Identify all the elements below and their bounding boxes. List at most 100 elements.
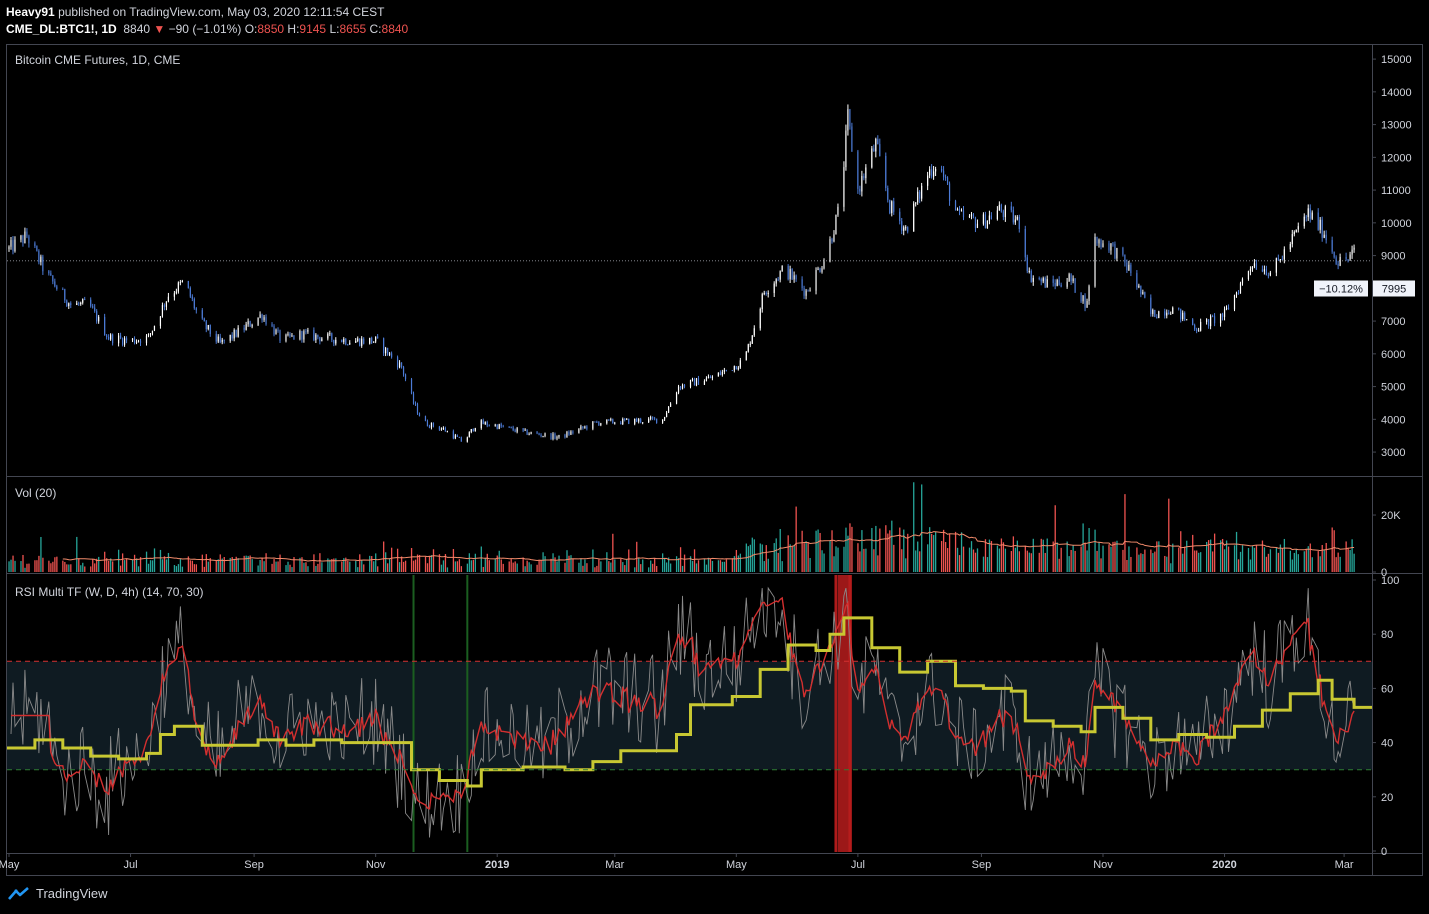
candle-body <box>1275 258 1277 273</box>
candle-body <box>444 427 446 432</box>
volume-bar <box>333 558 335 572</box>
candle-body <box>508 426 510 428</box>
candle-body <box>1335 257 1337 264</box>
volume-bar <box>1335 557 1337 572</box>
volume-bar <box>654 558 656 572</box>
candle-body <box>305 331 307 333</box>
volume-ma-line <box>62 531 1355 562</box>
volume-bar <box>1056 542 1058 572</box>
volume-bar <box>905 558 907 572</box>
volume-bar <box>954 531 957 572</box>
volume-bar <box>460 566 463 572</box>
candle-body <box>809 290 811 292</box>
candle-body <box>173 293 175 297</box>
candle-body <box>1164 311 1166 316</box>
volume-bar <box>737 555 740 572</box>
author-name[interactable]: Heavy91 <box>6 5 55 19</box>
candle-body <box>385 347 387 354</box>
candle-body <box>329 333 331 335</box>
candle-body <box>859 188 861 192</box>
volume-bar <box>303 562 305 572</box>
candle-body <box>480 420 482 429</box>
candle-body <box>1251 266 1254 269</box>
candle-body <box>917 191 919 203</box>
price-tick-label: 10000 <box>1381 218 1412 230</box>
volume-bar <box>215 560 217 572</box>
volume-bar <box>319 553 321 572</box>
volume-bar <box>763 561 765 572</box>
volume-bar <box>781 561 783 572</box>
volume-bar <box>66 564 68 572</box>
candle-body <box>628 418 630 424</box>
volume-bar <box>1018 551 1020 572</box>
candle-body <box>223 339 225 341</box>
volume-bar <box>480 546 482 572</box>
candle-body <box>446 431 448 433</box>
candle-body <box>410 379 413 394</box>
candle-body <box>327 333 329 339</box>
candle-body <box>1086 300 1088 308</box>
volume-bar <box>580 558 582 572</box>
volume-bar <box>731 558 734 572</box>
candle-body <box>482 420 484 425</box>
candle-body <box>1213 316 1216 324</box>
candle-body <box>1345 256 1347 260</box>
candle-body <box>745 351 747 361</box>
volume-bar <box>1289 550 1291 572</box>
candle-body <box>614 422 616 424</box>
volume-bar <box>167 552 170 572</box>
candle-body <box>205 321 207 330</box>
candle-body <box>1206 319 1208 322</box>
volume-bar <box>877 555 879 572</box>
candle-body <box>1122 247 1124 255</box>
volume-bar <box>498 550 500 572</box>
volume-bar <box>1247 548 1250 572</box>
volume-bar <box>307 566 309 572</box>
volume-bar <box>863 548 865 572</box>
price-pane <box>7 104 1372 443</box>
volume-bar <box>78 558 80 572</box>
volume-bar <box>512 562 514 572</box>
volume-bar <box>249 555 251 572</box>
time-tick-label: Nov <box>1093 859 1113 871</box>
price-tick-label: 11000 <box>1381 185 1411 197</box>
candle-body <box>1277 258 1279 260</box>
candle-body <box>48 271 50 274</box>
candle-body <box>845 130 847 168</box>
volume-bar <box>1086 550 1088 572</box>
volume-bar <box>165 559 168 572</box>
volume-bar <box>735 549 738 572</box>
candle-body <box>652 417 654 419</box>
volume-bar <box>1269 549 1272 572</box>
volume-bar <box>412 560 415 572</box>
volume-bar <box>859 551 861 572</box>
candle-body <box>458 436 460 438</box>
candle-body <box>98 316 100 322</box>
candle-body <box>432 422 435 427</box>
candle-body <box>542 436 544 438</box>
footer-brand[interactable]: TradingView <box>8 886 108 901</box>
price-tick-label: 7000 <box>1381 316 1405 328</box>
volume-bar <box>1263 547 1266 572</box>
candle-body <box>719 372 721 375</box>
candle-body <box>40 256 42 263</box>
candle-body <box>119 335 122 339</box>
volume-bar <box>719 560 722 572</box>
candle-body <box>500 424 502 427</box>
candle-body <box>703 381 706 385</box>
volume-bar <box>98 556 100 572</box>
candle-body <box>773 283 775 293</box>
volume-bar <box>54 557 56 572</box>
volume-bar <box>956 547 959 572</box>
volume-bar <box>1060 547 1062 572</box>
volume-bar <box>1337 552 1339 572</box>
volume-bar <box>341 561 343 572</box>
volume-bar <box>1267 553 1270 572</box>
candle-body <box>377 336 379 339</box>
volume-bar <box>970 541 973 572</box>
candle-body <box>217 336 219 342</box>
candle-body <box>165 301 168 307</box>
candle-body <box>544 433 546 437</box>
candle-body <box>494 424 496 426</box>
